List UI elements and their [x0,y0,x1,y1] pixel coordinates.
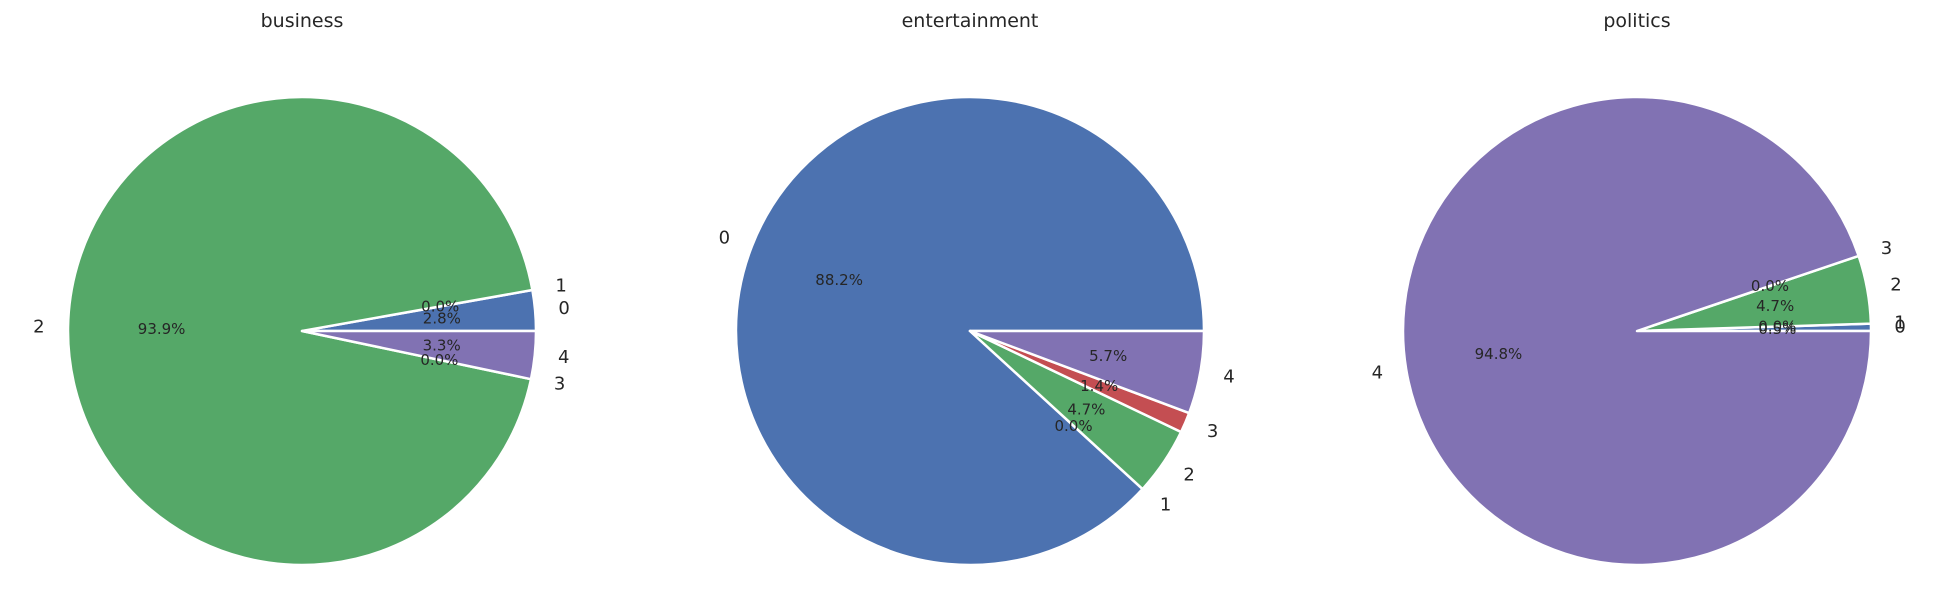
slice-percent-0: 2.8% [423,310,461,328]
pie-slice-4 [1401,95,1873,567]
slice-percent-2: 4.7% [1756,297,1794,315]
pie-slice-4 [968,329,1206,415]
pie-title: entertainment [902,10,1039,32]
slice-label-4: 4 [558,347,569,368]
slice-label-2: 2 [1890,275,1901,296]
slice-percent-4: 3.3% [423,337,461,355]
slice-percent-0: 88.2% [815,271,863,289]
pie-title: politics [1603,10,1670,32]
slice-label-1: 1 [1160,494,1171,515]
slice-label-2: 2 [1183,465,1194,486]
pie-2: politics 0 0.5% 1 0.0% 2 4.7% 3 0.0% 4 94.8% [1372,10,1906,567]
slice-label-2: 2 [33,316,44,337]
slice-label-1: 1 [555,275,566,296]
slice-percent-4: 94.8% [1475,345,1523,363]
slice-label-4: 4 [1372,362,1383,383]
slice-percent-1: 0.0% [1054,417,1092,435]
slice-label-0: 0 [558,298,569,319]
slice-label-3: 3 [1207,421,1218,442]
pie-title: business [261,10,344,32]
slice-percent-2: 93.9% [138,320,186,338]
pie-slice-4 [300,329,538,381]
slice-percent-4: 5.7% [1089,347,1127,365]
slice-label-3: 3 [554,373,565,394]
pie-0: business 0 2.8% 1 0.0% 2 93.9% 3 0.0% 4 3.3% [33,10,570,567]
slice-label-1: 1 [1894,312,1905,333]
slice-percent-3: 0.0% [420,351,458,369]
slice-percent-1: 0.0% [1758,318,1796,336]
pie-1: entertainment 0 88.2% 1 0.0% 2 4.7% 3 1.4% 4 5.7% [719,10,1235,567]
slice-label-3: 3 [1881,238,1892,259]
slice-percent-3: 0.0% [1751,277,1789,295]
slice-label-4: 4 [1223,366,1234,387]
slice-percent-3: 1.4% [1080,377,1118,395]
slice-percent-1: 0.0% [421,297,459,315]
pie-slice-2 [66,95,534,567]
slice-percent-0: 0.5% [1758,320,1796,338]
slice-label-0: 0 [719,227,730,248]
slice-label-0: 0 [1894,316,1905,337]
slice-percent-2: 4.7% [1067,401,1105,419]
